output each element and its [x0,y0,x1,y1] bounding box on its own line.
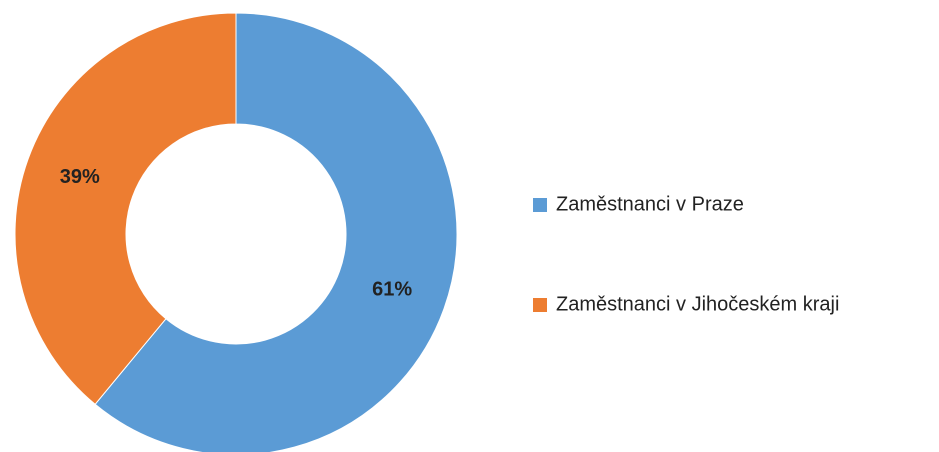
legend-swatch [533,198,547,212]
legend-label: Zaměstnanci v Jihočeském kraji [556,293,839,315]
donut-segment [94,12,458,452]
donut-segment [14,12,237,405]
data-label: 39% [60,166,100,188]
data-label: 61% [372,279,412,301]
legend-swatch [533,298,547,312]
legend-label: Zaměstnanci v Praze [556,193,744,215]
